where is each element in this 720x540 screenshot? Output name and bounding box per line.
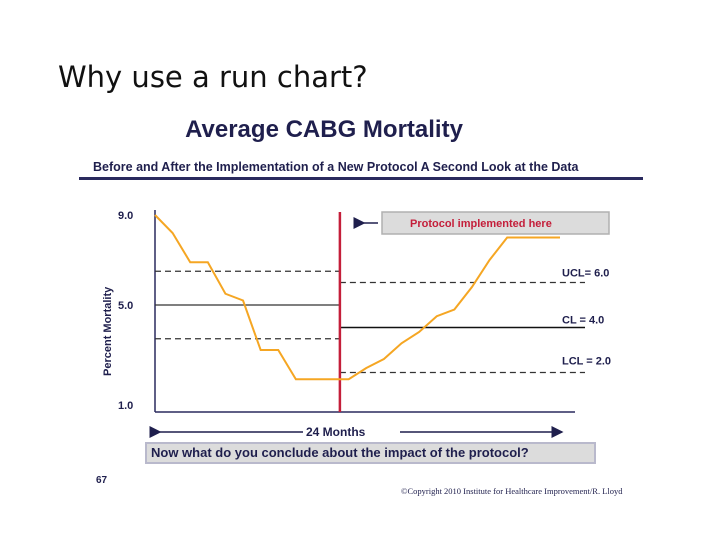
y-tick-label: 1.0 [118, 400, 133, 412]
protocol-annotation: Protocol implemented here [410, 218, 552, 230]
cl-label: CL = 4.0 [562, 315, 604, 327]
ucl-label: UCL= 6.0 [562, 268, 609, 280]
chart-subtitle: Before and After the Implementation of a… [93, 160, 579, 174]
y-tick-label: 5.0 [118, 300, 133, 312]
question-box: Now what do you conclude about the impac… [145, 442, 596, 464]
copyright-notice: ©Copyright 2010 Institute for Healthcare… [401, 486, 623, 496]
chart-title: Average CABG Mortality [185, 116, 463, 143]
x-axis-label: 24 Months [306, 425, 366, 439]
y-axis-label: Percent Mortality [102, 286, 114, 376]
series-line-mortality [154, 214, 560, 381]
title-rule [79, 177, 643, 180]
slide-title: Why use a run chart? [58, 60, 368, 94]
lcl-label: LCL = 2.0 [562, 356, 611, 368]
y-tick-label: 9.0 [118, 210, 133, 222]
page-number: 67 [96, 475, 108, 486]
protocol-annotation-box [381, 211, 610, 235]
